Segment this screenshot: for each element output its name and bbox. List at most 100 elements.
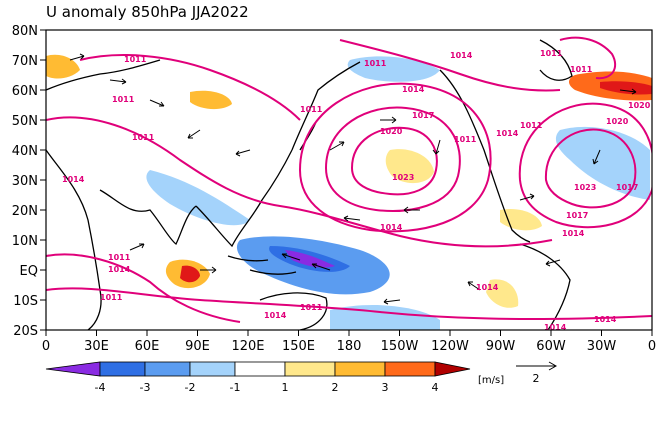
map-title: U anomaly 850hPa JJA2022	[46, 3, 249, 21]
wind-vectors	[69, 53, 637, 305]
contour-label: 1017	[616, 183, 638, 192]
coast-east-asia	[291, 61, 361, 151]
contour-label: 1014	[264, 311, 287, 320]
contour-label: 1014	[544, 323, 567, 332]
contour-label: 1020	[606, 117, 629, 126]
contour-southern-hemisphere-1	[46, 287, 652, 320]
contour-label: 1011	[108, 253, 131, 262]
shade-positive-europe	[46, 54, 80, 79]
contour-label: 1011	[132, 133, 155, 142]
contour-label: 1020	[628, 101, 651, 110]
contour-label: 1014	[450, 51, 473, 60]
contour-label: 1023	[574, 183, 596, 192]
lat-label-40n: 40N	[12, 144, 38, 159]
latitude-axis: 80N 70N 60N 50N 40N 30N 20N 10N EQ 10S 2…	[12, 24, 46, 339]
wind-vector	[187, 129, 201, 139]
coast-southeast-asia	[195, 149, 293, 248]
lon-label-150w: 150W	[381, 339, 419, 354]
lon-label-60w: 60W	[536, 339, 566, 354]
lon-label-90e: 90E	[185, 339, 210, 354]
wind-vector	[380, 116, 397, 124]
colorbar-tick: 4	[432, 381, 439, 394]
colorbar-seg-2-1	[189, 361, 236, 377]
colorbar-seg-lt-4	[45, 361, 101, 377]
contour-label: 1014	[476, 283, 499, 292]
shade-negative-south-pacific	[330, 305, 440, 330]
wind-vector	[235, 149, 251, 157]
colorbar-tick: 1	[282, 381, 289, 394]
wind-vector	[69, 53, 85, 61]
slp-contours	[46, 36, 652, 323]
coast-africa	[46, 149, 102, 330]
lon-label-90w: 90W	[486, 339, 516, 354]
colorbar-tick: -3	[140, 381, 151, 394]
wind-vector	[519, 193, 535, 201]
contour-labels: 1011 1011 1011 1014 1014 1017 1011 1014 …	[62, 49, 651, 332]
reference-vector-label: 2	[533, 372, 540, 385]
contour-north-pacific-high-inner	[350, 126, 438, 196]
shade-light-negative-band	[146, 170, 250, 226]
lat-label-20s: 20S	[13, 324, 38, 339]
lon-label-180: 180	[337, 339, 362, 354]
colorbar-seg-1-2	[284, 361, 336, 377]
lat-label-70n: 70N	[12, 54, 38, 69]
lat-label-30n: 30N	[12, 174, 38, 189]
wind-vector	[432, 139, 441, 155]
wind-vector	[619, 88, 637, 95]
contour-label: 1014	[496, 129, 519, 138]
lat-label-eq: EQ	[20, 264, 38, 279]
lat-label-10s: 10S	[13, 294, 38, 309]
wind-vector	[545, 259, 561, 267]
lat-label-20n: 20N	[12, 204, 38, 219]
contour-atlantic-high-outer	[518, 102, 652, 229]
lon-label-60e: 60E	[135, 339, 160, 354]
contour-label: 1011	[570, 65, 593, 74]
shade-positive-siberia	[190, 90, 232, 110]
shade-negative-north-pacific	[347, 56, 440, 82]
contour-label: 1017	[566, 211, 588, 220]
colorbar-tick: -1	[230, 381, 241, 394]
contour-label: 1011	[112, 95, 135, 104]
contour-label: 1011	[300, 105, 323, 114]
contour-north-pacific-high-outer	[298, 82, 492, 233]
coast-maritime-continent	[227, 255, 297, 275]
lon-label-120e: 120E	[231, 339, 264, 354]
colorbar-seg-4-3	[99, 361, 146, 377]
coast-australia	[259, 292, 328, 330]
wind-vector	[281, 253, 301, 261]
contour-label: 1011	[364, 59, 387, 68]
contour-label: 1023	[392, 173, 414, 182]
shade-positive-central-pacific	[385, 149, 434, 184]
wind-vector	[467, 281, 481, 291]
colorbar-seg-3-4	[384, 361, 436, 377]
wind-vector	[200, 266, 217, 274]
lat-label-10n: 10N	[12, 234, 38, 249]
colorbar-unit: [m/s]	[478, 375, 504, 386]
shade-strong-positive-indian-ocean	[180, 265, 200, 283]
contour-eurasia-low	[79, 54, 301, 121]
contour-label: 1011	[520, 121, 543, 130]
lat-label-50n: 50N	[12, 114, 38, 129]
contour-label: 1011	[124, 55, 147, 64]
coast-south-america	[519, 243, 571, 330]
contour-label: 1014	[380, 223, 403, 232]
wind-vector	[329, 141, 345, 151]
colorbar-tick: -4	[95, 381, 106, 394]
contour-label: 1014	[108, 265, 131, 274]
lon-label-30w: 30W	[587, 339, 617, 354]
contour-label: 1014	[594, 315, 617, 324]
colorbar-seg-gt-4	[434, 361, 471, 377]
contour-label: 1014	[402, 85, 425, 94]
colorbar	[45, 361, 471, 377]
wind-vector	[149, 99, 165, 107]
wind-vector	[383, 298, 401, 305]
wind-vector	[343, 215, 361, 222]
reference-arrow-head	[548, 361, 558, 371]
contour-atlantic-high-inner	[544, 128, 637, 209]
coastlines	[46, 39, 573, 330]
contour-southern-hemisphere-2	[46, 253, 241, 323]
lon-label-30e: 30E	[84, 339, 109, 354]
contour-label: 1014	[62, 175, 85, 184]
coast-arabia-india	[99, 189, 197, 245]
contour-label: 1014	[562, 229, 585, 238]
